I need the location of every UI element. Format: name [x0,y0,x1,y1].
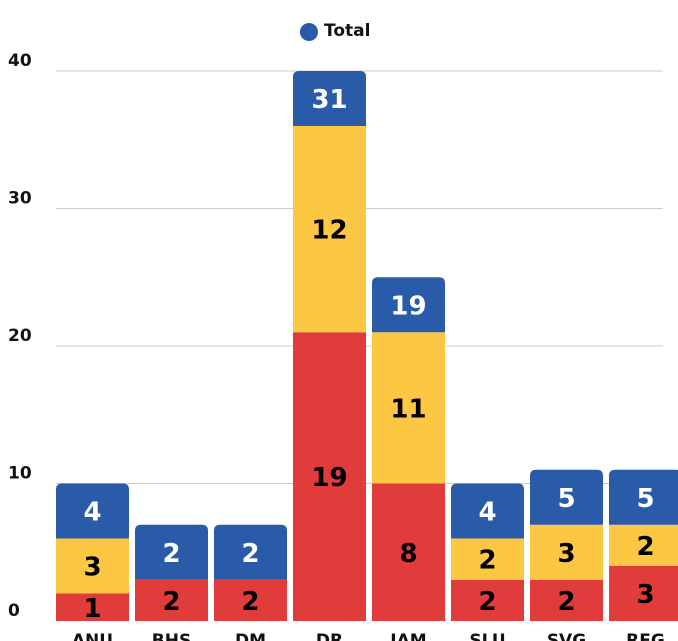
data-label: 2 [478,587,496,617]
bar-segment [214,524,287,580]
y-tick-label: 40 [8,51,32,71]
x-tick-label: JAM [389,631,426,641]
bar-segment [530,469,603,525]
bar-segment [135,579,208,621]
x-tick-label: ANU [72,631,113,641]
x-tick-label: SVG [547,631,586,641]
y-tick-label: 10 [8,464,32,484]
bar-segment [56,483,129,539]
x-tick-label: BHS [152,631,191,641]
data-label: 2 [636,532,654,562]
bar-segment [293,71,366,126]
data-label: 2 [241,539,259,569]
x-tick-label: DR [316,631,343,641]
bar-segment [135,524,208,580]
bar-segment [609,524,678,566]
data-label: 8 [399,539,417,569]
y-tick-label: 20 [8,326,32,346]
data-label: 1 [83,594,101,624]
legend-label: Total [324,21,370,41]
data-label: 19 [311,463,347,493]
x-tick-label: REG [626,631,665,641]
bar-segment [609,566,678,621]
bar-segment [372,332,445,484]
data-label: 3 [557,539,575,569]
data-label: 3 [83,553,101,583]
bar-segment [293,126,366,333]
data-label: 11 [390,394,426,424]
data-label: 19 [390,291,426,321]
bar-segment [530,524,603,580]
data-label: 4 [478,498,496,528]
x-tick-label: DM [235,631,266,641]
data-label: 2 [162,539,180,569]
bar-segment [214,579,287,621]
data-label: 2 [478,546,496,576]
data-label: 5 [636,484,654,514]
x-tick-label: SLU [469,631,505,641]
data-label: 3 [636,580,654,610]
data-label: 31 [311,85,347,115]
data-label: 2 [557,587,575,617]
legend-swatch [300,23,318,41]
bar-segment [293,332,366,621]
data-label: 5 [557,484,575,514]
data-label: 12 [311,216,347,246]
bar-segment [609,469,678,525]
bar-segment [372,483,445,621]
bar-segment [451,579,524,621]
data-label: 2 [162,587,180,617]
bar-segment [530,579,603,621]
bar-segment [56,538,129,594]
bar-segment [451,538,524,580]
data-label: 4 [83,498,101,528]
y-tick-label: 0 [8,601,20,621]
bar-segment [451,483,524,539]
y-tick-label: 30 [8,189,32,209]
bar-segment [372,277,445,333]
bar-segment [56,593,129,621]
data-label: 2 [241,587,259,617]
